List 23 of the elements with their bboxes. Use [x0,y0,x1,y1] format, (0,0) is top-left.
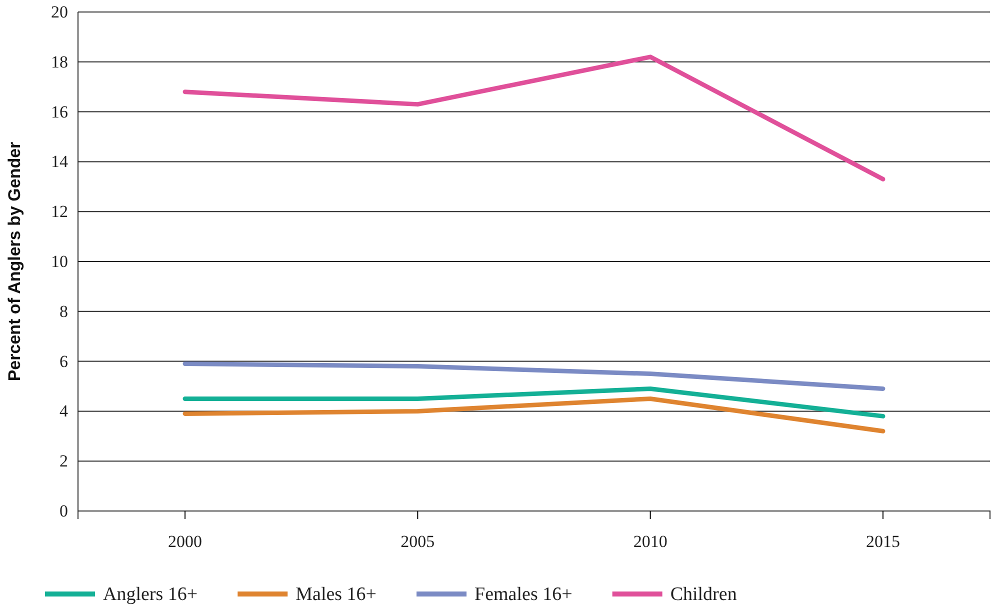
y-tick-label: 6 [60,352,68,371]
legend-label: Children [670,584,738,605]
y-tick-label: 20 [51,2,68,22]
y-tick-label: 14 [51,152,68,172]
y-tick-label: 16 [51,102,68,122]
y-tick-label: 0 [60,501,68,520]
legend-label: Anglers 16+ [103,584,198,605]
legend-label: Males 16+ [296,584,377,605]
y-tick-label: 2 [60,452,68,471]
y-tick-label: 18 [51,52,68,72]
x-tick-label: 2015 [866,532,900,552]
x-tick-label: 2005 [400,532,435,552]
y-tick-label: 4 [60,402,68,421]
x-tick-label: 2010 [633,532,668,552]
line-series [182,362,886,391]
y-tick-label: 10 [51,252,68,271]
line-series [182,396,886,434]
line-series [182,54,886,182]
legend-label: Females 16+ [474,584,572,605]
y-axis-title: Percent of Anglers by Gender [5,141,24,382]
x-tick-label: 2000 [168,532,202,552]
y-tick-label: 8 [60,302,68,321]
y-tick-label: 12 [51,202,68,222]
